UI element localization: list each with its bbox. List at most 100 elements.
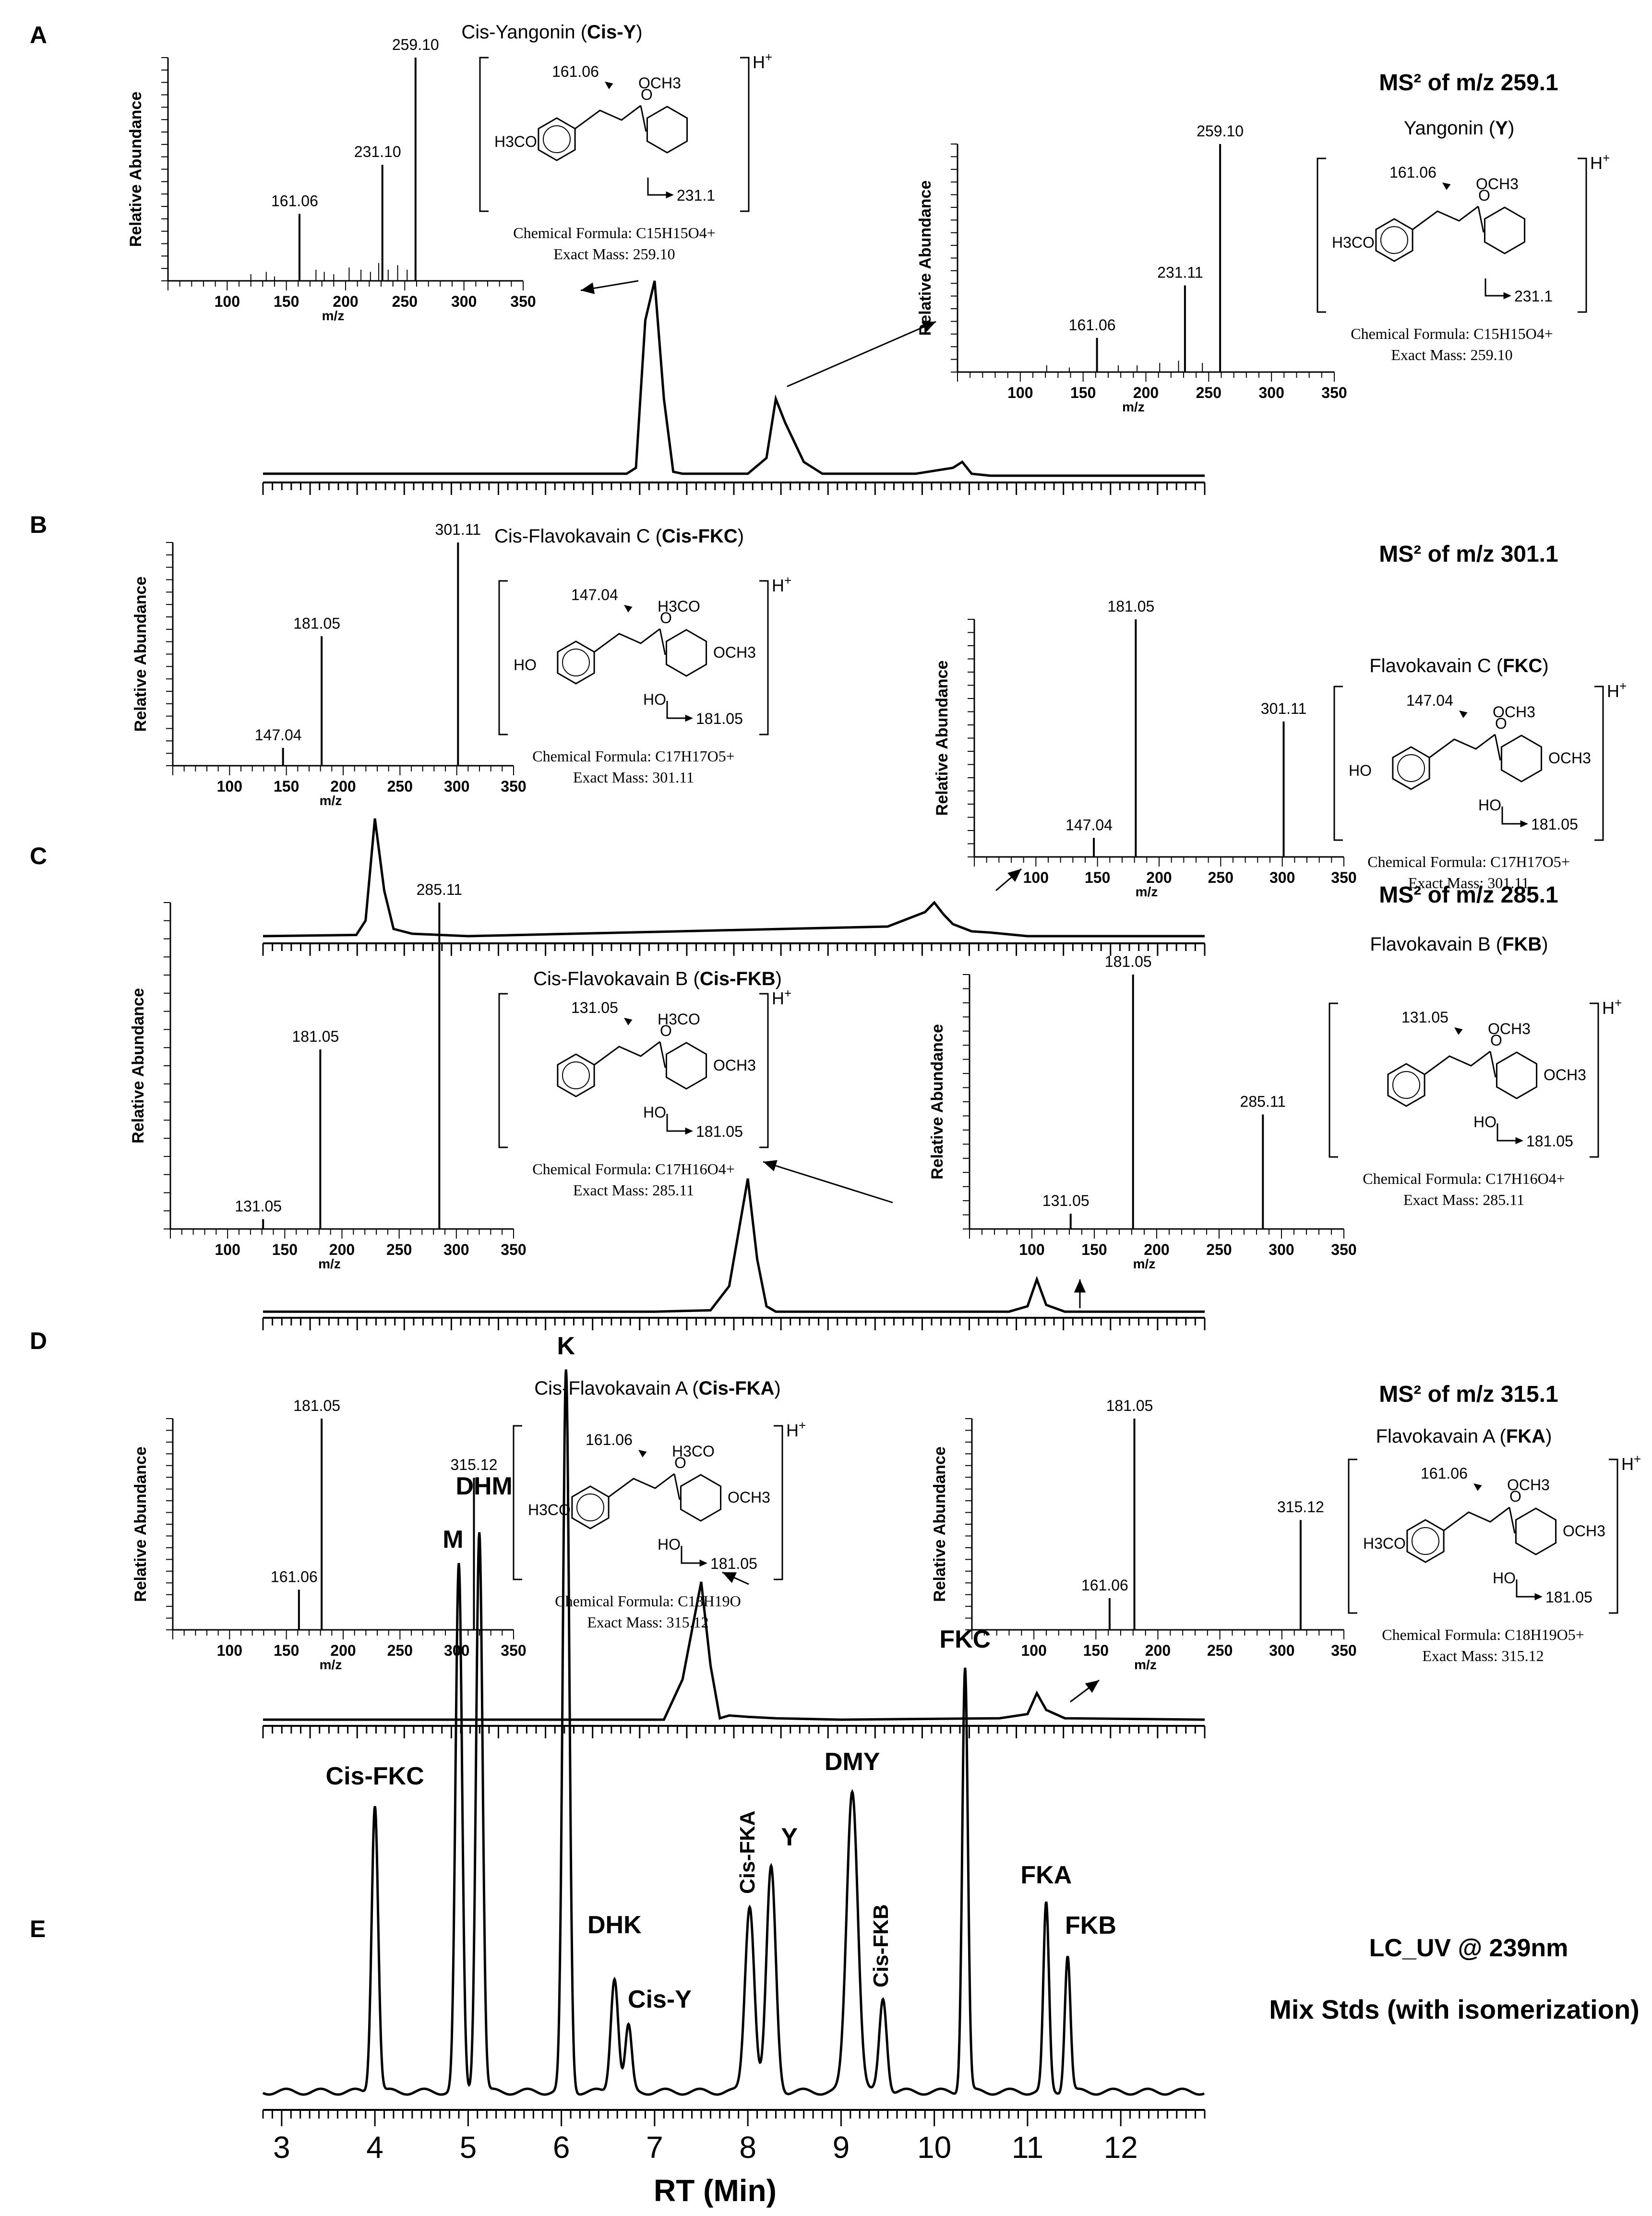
fragment-bracket (1501, 807, 1526, 825)
substituent-label: H3CO (1363, 1535, 1406, 1552)
oxygen-label: O (660, 1022, 672, 1039)
rt-tick-label: 3 (273, 2130, 290, 2165)
proton-charge: + (784, 573, 791, 588)
x-tick-label: 200 (1133, 384, 1159, 401)
y-axis-label: Relative Abundance (132, 577, 150, 732)
compound-title: Flavokavain B (FKB) (1370, 934, 1548, 955)
fragment-label: 181.05 (696, 1123, 743, 1140)
x-tick-label: 350 (501, 1241, 526, 1258)
x-tick-label: 350 (1321, 384, 1347, 401)
carbonyl-bond (659, 1041, 666, 1068)
callout-arrow (580, 280, 639, 294)
peak-label: 285.11 (1240, 1093, 1286, 1110)
benzene-ring (538, 117, 576, 161)
y-axis-label: Relative Abundance (931, 1446, 949, 1602)
fragment-arrowhead (666, 191, 674, 199)
oxygen-label: O (1509, 1488, 1521, 1505)
y-axis-label: Relative Abundance (928, 1024, 946, 1180)
x-axis-label: m/z (318, 1256, 341, 1271)
ms2-heading: MS² of m/z 259.1 (1379, 70, 1558, 96)
vinyl-linker (575, 105, 641, 130)
exact-mass: Exact Mass: 285.11 (573, 1181, 694, 1199)
x-tick-label: 150 (274, 1642, 299, 1659)
x-axis-label: m/z (322, 308, 345, 323)
vinyl-linker (1429, 734, 1496, 759)
aromatic-circle (1412, 1527, 1439, 1555)
peak-label: 285.11 (417, 881, 463, 898)
fragment-arrowhead (1534, 1593, 1543, 1601)
substituent-label: OCH3 (1488, 1020, 1531, 1037)
paren-open: ( (1484, 118, 1496, 139)
peak-label: 181.05 (1105, 953, 1152, 970)
fragment-label: 231.1 (677, 187, 715, 204)
second-ring (646, 106, 688, 154)
right-bracket (1578, 157, 1587, 313)
compound-title: Cis-Flavokavain A (Cis-FKA) (534, 1378, 780, 1399)
ion-chromatogram (262, 280, 1206, 495)
exact-mass: Exact Mass: 315.12 (1422, 1647, 1544, 1664)
carbonyl-bond (659, 628, 666, 655)
vinyl-linker (1443, 1506, 1510, 1531)
ms2-spectrum: 100 150 200 250 300 350 m/z Relative Abundance 1… (129, 881, 527, 1271)
carbonyl-bond (673, 1473, 681, 1500)
left-bracket (513, 1425, 522, 1580)
peak-label: DHK (587, 1911, 642, 1939)
fragment-arrowhead (1442, 182, 1451, 190)
carbonyl-bond (1477, 206, 1484, 233)
x-tick-label: 100 (217, 778, 242, 795)
carbonyl-bond (1494, 734, 1501, 761)
oxygen-label: O (674, 1454, 686, 1471)
callout-arrow (1074, 1279, 1086, 1308)
x-tick-label: 350 (1331, 1241, 1356, 1258)
peak-label: 161.06 (271, 1568, 318, 1585)
peak-label: 315.12 (1277, 1498, 1324, 1516)
x-tick-label: 250 (1206, 1241, 1232, 1258)
substituent-label: H3CO (672, 1443, 715, 1460)
x-tick-label: 100 (217, 1642, 242, 1659)
right-bracket (1609, 1458, 1618, 1614)
arrow-line (763, 1161, 893, 1204)
x-tick-label: 100 (1019, 1241, 1044, 1258)
vinyl-linker (594, 1041, 660, 1066)
y-axis-label: Relative Abundance (127, 92, 145, 247)
ms2-heading: MS² of m/z 315.1 (1379, 1382, 1558, 1407)
proton-label: H+ (1621, 1452, 1641, 1474)
x-tick-label: 100 (215, 1241, 240, 1258)
x-tick-label: 300 (1269, 1241, 1294, 1258)
fragment-arrowhead (624, 605, 633, 613)
arrowhead (581, 282, 595, 294)
x-axis-label: m/z (320, 1657, 342, 1672)
fragment-arrowhead (1459, 711, 1468, 718)
substituent-label: HO (643, 1104, 666, 1121)
benzene-ring (1392, 746, 1430, 790)
oxygen-label: O (660, 609, 672, 626)
arrowhead (722, 1572, 737, 1583)
rt-tick-label: 4 (366, 2130, 383, 2165)
chemical-formula: Chemical Formula: C17H17O5+ (1367, 853, 1570, 870)
x-tick-label: 150 (1085, 869, 1110, 886)
fragment-arrowhead (1515, 1137, 1523, 1144)
x-tick-label: 150 (272, 1241, 298, 1258)
proton-label: H+ (786, 1418, 806, 1440)
peak-label: DHM (455, 1472, 512, 1500)
fragment-bracket (666, 701, 691, 719)
carbonyl-bond (1508, 1507, 1516, 1534)
exact-mass: Exact Mass: 301.11 (1408, 874, 1529, 891)
x-tick-label: 350 (501, 1642, 526, 1659)
panel-letter: B (30, 511, 47, 538)
chemical-formula: Chemical Formula: C17H16O4+ (532, 1160, 735, 1178)
x-axis-label: m/z (320, 793, 342, 808)
paren-open: ( (687, 1378, 699, 1399)
aromatic-circle (562, 649, 590, 676)
compound-name: Cis-Yangonin (461, 22, 575, 43)
paren-open: ( (688, 968, 700, 989)
fragment-label: 131.05 (1401, 1009, 1448, 1026)
fragment-arrowhead (685, 1127, 693, 1135)
x-tick-label: 350 (510, 293, 536, 310)
compound-title: Flavokavain A (FKA) (1376, 1426, 1552, 1447)
right-bracket (1594, 686, 1604, 841)
callout-arrow (763, 1160, 893, 1204)
substituent-label: OCH3 (1507, 1476, 1550, 1493)
left-bracket (479, 57, 489, 212)
